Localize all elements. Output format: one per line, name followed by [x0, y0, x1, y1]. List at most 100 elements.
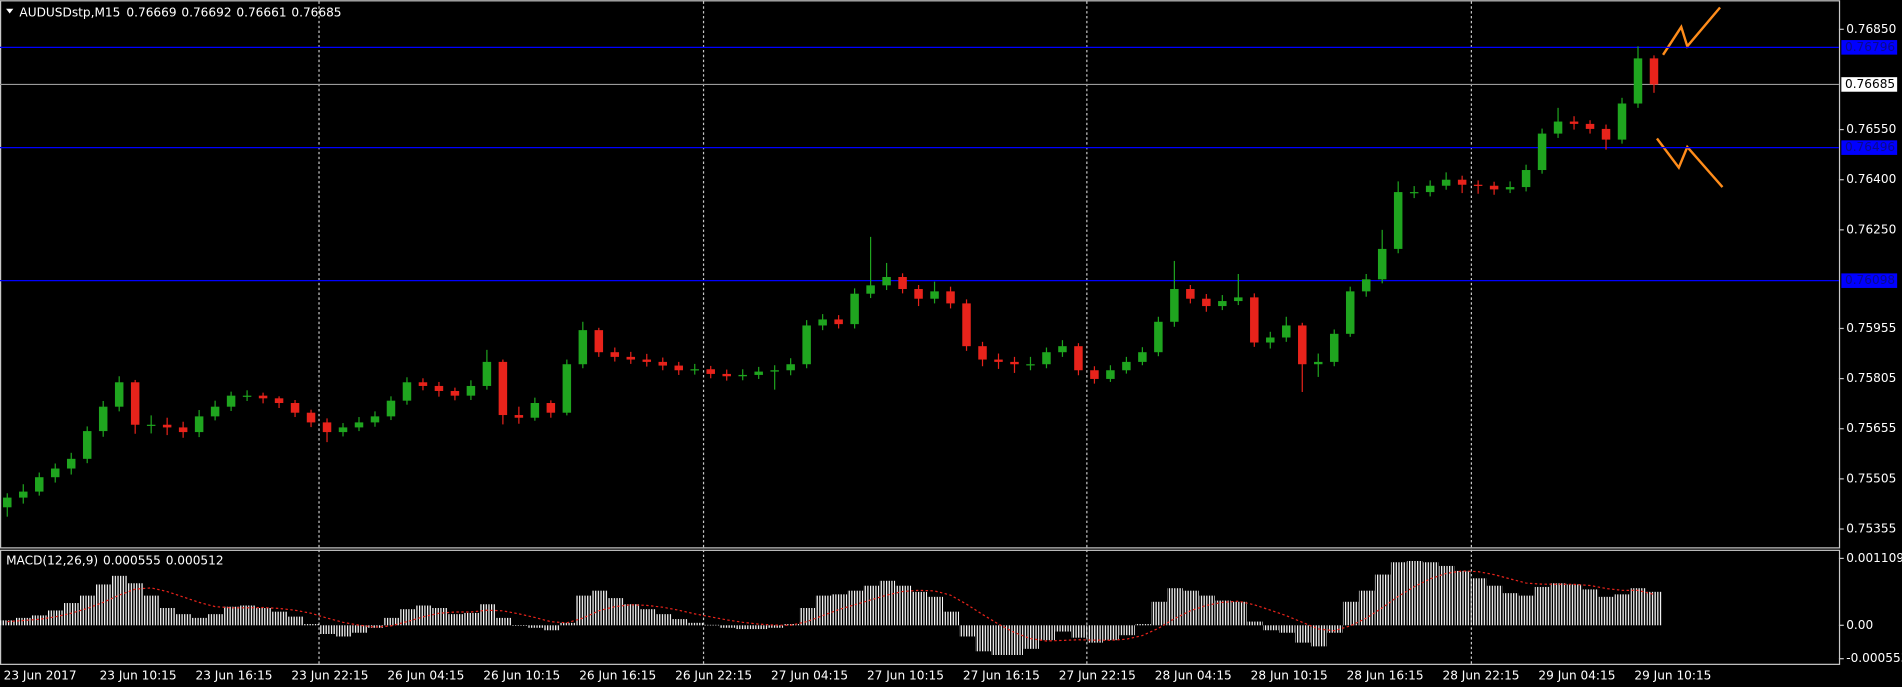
- candle-body: [642, 359, 652, 362]
- candle-body: [1106, 370, 1115, 379]
- candle-body: [178, 427, 188, 433]
- level-label: 0.76496: [1845, 140, 1895, 154]
- current-price-box: [1841, 77, 1898, 92]
- candle-body: [434, 385, 444, 391]
- macd-bar: [959, 625, 976, 637]
- x-tick-label: 29 Jun 10:15: [1634, 668, 1711, 682]
- candle-body: [658, 361, 668, 366]
- y-tick-label: 0.75355: [1846, 522, 1896, 536]
- x-tick-label: 26 Jun 16:15: [579, 668, 656, 682]
- candle-body: [50, 468, 60, 478]
- macd-bar: [1630, 588, 1647, 626]
- price-header: AUDUSDstp,M15 0.76669 0.76692 0.76661 0.7668…: [19, 5, 341, 19]
- macd-bar: [623, 604, 640, 626]
- macd-bar: [927, 596, 944, 626]
- macd-bar: [607, 598, 624, 626]
- macd-bar: [1183, 590, 1199, 626]
- macd-bar: [895, 585, 912, 626]
- candle-body: [1282, 325, 1291, 338]
- candle-body: [274, 398, 284, 404]
- y-tick-label: 0.76400: [1846, 172, 1896, 186]
- macd-bar: [223, 606, 240, 626]
- macd-bar: [1406, 560, 1423, 626]
- candle-body: [226, 395, 236, 407]
- current-price-label: 0.76685: [1845, 77, 1895, 91]
- x-tick-label: 26 Jun 22:15: [675, 668, 752, 682]
- macd-bar: [751, 625, 768, 630]
- candle-body: [450, 390, 460, 396]
- candle-body: [1186, 289, 1195, 299]
- candle-body: [66, 458, 76, 469]
- macd-bar: [879, 580, 896, 626]
- candle-body: [722, 373, 731, 377]
- x-tick-label: 27 Jun 04:15: [771, 668, 848, 682]
- macd-bar: [1566, 584, 1583, 626]
- macd-bar: [1582, 589, 1599, 626]
- candle-body: [1649, 58, 1659, 85]
- signal-line: [7, 570, 1655, 642]
- x-tick-label: 28 Jun 16:15: [1347, 668, 1424, 682]
- macd-bar: [991, 625, 1007, 655]
- macd-bar: [47, 610, 64, 626]
- macd-bar: [671, 619, 688, 626]
- y-tick-label: 0.75655: [1846, 421, 1896, 435]
- macd-bar: [1374, 574, 1391, 626]
- macd-bar: [1454, 570, 1471, 626]
- macd-bar: [463, 612, 480, 626]
- macd-bar: [1199, 595, 1215, 626]
- candle-body: [930, 291, 939, 299]
- candle-body: [962, 303, 971, 347]
- candle-body: [994, 359, 1003, 362]
- macd-bar: [1358, 590, 1375, 626]
- candle-body: [706, 369, 715, 374]
- candle-body: [306, 412, 316, 423]
- candle-body: [866, 285, 875, 294]
- macd-bar: [527, 625, 544, 628]
- candle-body: [1074, 346, 1083, 371]
- macd-bar: [575, 595, 592, 626]
- macd-bar: [767, 625, 784, 628]
- candle-body: [626, 356, 636, 360]
- macd-bar: [1390, 562, 1407, 626]
- candles: [3, 46, 1659, 517]
- candle-body: [1026, 364, 1035, 366]
- candle-body: [770, 370, 779, 372]
- price-pane-frame: [0, 0, 1841, 549]
- candle-body: [1090, 370, 1099, 379]
- candle-body: [1122, 361, 1131, 371]
- macd-bar: [1646, 591, 1663, 626]
- macd-bar: [559, 622, 576, 626]
- candle-body: [898, 276, 907, 290]
- candle-body: [1234, 297, 1243, 302]
- candle-body: [498, 361, 508, 416]
- macd-bar: [1326, 625, 1343, 633]
- macd-bar: [1167, 588, 1183, 626]
- macd-header: MACD(12,26,9) 0.000555 0.000512: [6, 553, 224, 567]
- signal-last: 0.000512: [166, 553, 224, 567]
- candle-body: [130, 382, 140, 425]
- candle-body: [1505, 187, 1515, 190]
- macd-bar: [591, 590, 608, 626]
- macd-bar: [415, 605, 432, 626]
- macd-bar: [1247, 621, 1263, 626]
- y-tick-label: 0.76550: [1846, 122, 1896, 136]
- x-tick-label: 23 Jun 2017: [4, 668, 77, 682]
- level-label-box: [1841, 40, 1898, 55]
- macd-bar: [1071, 625, 1087, 638]
- y-tick-label: 0.00: [1846, 618, 1873, 632]
- candle-body: [1537, 133, 1547, 171]
- macd-bar: [479, 604, 496, 626]
- candle-body: [546, 403, 556, 413]
- candle-body: [82, 431, 92, 459]
- candle-body: [1345, 291, 1355, 334]
- macd-bar: [799, 607, 816, 626]
- macd-bar: [1263, 625, 1279, 631]
- candle-body: [1569, 121, 1579, 124]
- candle-body: [35, 477, 44, 492]
- candle-body: [114, 382, 124, 407]
- menu-triangle[interactable]: [6, 8, 14, 14]
- macd-bar: [735, 625, 752, 630]
- candle-body: [1425, 185, 1435, 193]
- macd-bar: [1470, 578, 1487, 626]
